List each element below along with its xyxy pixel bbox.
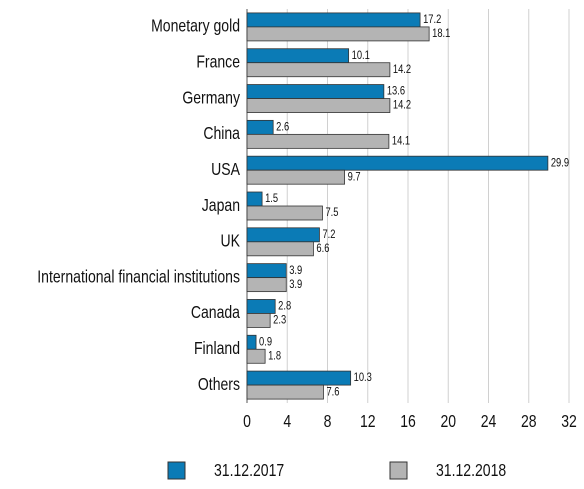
value-label: 17.2 — [423, 13, 441, 26]
category-label: Canada — [191, 303, 240, 323]
value-label: 1.8 — [268, 349, 281, 362]
value-label: 13.6 — [387, 85, 405, 98]
legend-label: 31.12.2018 — [436, 460, 506, 480]
x-tick-label: 12 — [360, 411, 376, 431]
category-label: Germany — [182, 88, 240, 108]
value-label: 18.1 — [432, 27, 450, 40]
value-label: 14.1 — [392, 134, 410, 147]
bar — [246, 26, 430, 42]
category-label: Japan — [202, 195, 240, 215]
value-label: 14.2 — [393, 63, 411, 76]
x-tick-label: 4 — [283, 411, 291, 431]
bar — [246, 263, 287, 279]
value-label: 3.9 — [289, 264, 302, 277]
x-tick-label: 8 — [324, 411, 332, 431]
value-label: 3.9 — [289, 278, 302, 291]
category-label: International financial institutions — [37, 267, 240, 287]
condensed-text: 0 4 8 12 16 20 24 28 32 Monetary gold 17.218.1 Fran… — [37, 13, 577, 480]
category-label: UK — [221, 231, 241, 251]
value-label: 1.5 — [265, 192, 278, 205]
x-tick-label: 32 — [561, 411, 577, 431]
bar — [246, 384, 324, 400]
value-label: 7.2 — [322, 228, 335, 241]
bar — [246, 205, 323, 221]
category-label: Finland — [194, 338, 240, 358]
value-label: 2.6 — [276, 120, 289, 133]
value-label: 9.7 — [348, 170, 361, 183]
bar — [246, 191, 263, 207]
bar — [246, 98, 391, 113]
x-tick-label: 0 — [243, 411, 251, 431]
value-label: 29.9 — [551, 156, 569, 169]
x-tick-label: 20 — [440, 411, 456, 431]
category-label: China — [203, 124, 240, 144]
value-label: 2.8 — [278, 300, 291, 313]
bar — [246, 370, 352, 386]
bar — [246, 277, 287, 293]
category-label: Others — [198, 374, 240, 394]
bar — [246, 348, 266, 364]
bar — [246, 227, 320, 243]
value-label: 0.9 — [259, 335, 272, 348]
bar — [246, 133, 390, 149]
category-label: France — [196, 52, 240, 72]
value-label: 7.5 — [325, 206, 338, 219]
value-label: 6.6 — [316, 242, 329, 255]
bar — [246, 119, 274, 135]
legend-swatch — [389, 461, 408, 480]
value-label: 10.1 — [352, 49, 370, 62]
category-label: USA — [211, 159, 240, 179]
category-label: Monetary gold — [151, 16, 240, 36]
x-tick-label: 16 — [400, 411, 416, 431]
bars — [246, 9, 570, 403]
value-label: 10.3 — [354, 371, 372, 384]
legend-label: 31.12.2017 — [214, 460, 284, 480]
bar — [246, 241, 314, 257]
x-tick-label: 28 — [521, 411, 537, 431]
bar — [246, 169, 346, 185]
legend-swatch — [167, 461, 186, 480]
bar — [246, 155, 549, 171]
value-label: 14.2 — [393, 99, 411, 112]
x-tick-label: 24 — [481, 411, 497, 431]
bar — [246, 313, 271, 328]
value-label: 7.6 — [326, 385, 339, 398]
bar — [246, 48, 350, 64]
bar — [246, 299, 276, 314]
bar — [246, 84, 385, 99]
value-label: 2.3 — [273, 314, 286, 327]
bar — [246, 12, 421, 28]
bar — [246, 334, 257, 350]
bar — [246, 62, 391, 78]
